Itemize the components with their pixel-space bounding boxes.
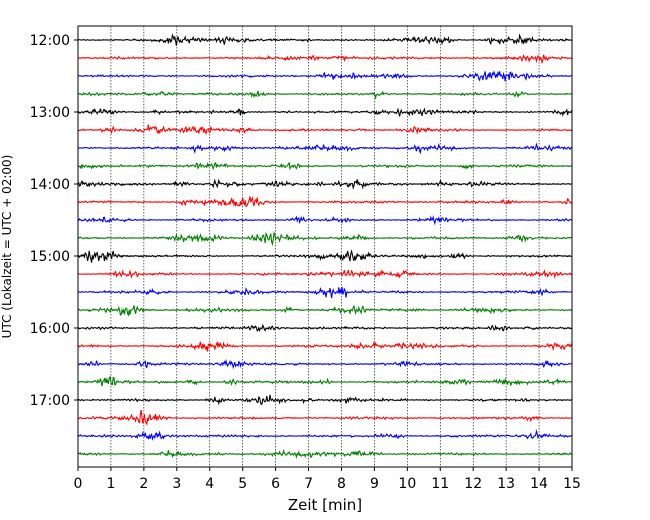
- seismic-trace: [77, 124, 572, 136]
- seismic-trace: [77, 409, 572, 426]
- seismic-traces: [77, 33, 573, 460]
- seismic-trace: [77, 249, 572, 263]
- y-tick-label: 13:00: [30, 105, 70, 121]
- seismic-trace: [77, 178, 572, 191]
- x-tick-label: 7: [304, 476, 313, 492]
- x-tick-label: 12: [464, 476, 482, 492]
- seismic-trace: [77, 107, 573, 117]
- y-tick-label: 14:00: [30, 177, 70, 193]
- y-tick-label: 17:00: [30, 393, 70, 409]
- x-tick-label: 15: [563, 476, 581, 492]
- x-tick-label: 6: [271, 476, 280, 492]
- y-axis-ticks: 12:00 13:00 14:00 15:00 16:00 17:00: [30, 33, 78, 409]
- seismic-trace: [77, 358, 572, 370]
- seismic-trace: [77, 215, 572, 226]
- grid-lines: [110, 26, 540, 467]
- x-axis-label: Zeit [min]: [288, 496, 362, 514]
- seismic-trace: [77, 394, 572, 406]
- x-tick-label: 1: [106, 476, 115, 492]
- seismic-trace: [77, 142, 572, 155]
- plot-frame: [77, 25, 573, 468]
- y-tick-label: 12:00: [30, 33, 70, 49]
- x-tick-label: 14: [530, 476, 548, 492]
- x-tick-label: 9: [370, 476, 379, 492]
- seismic-trace: [78, 90, 572, 100]
- x-tick-label: 10: [398, 476, 416, 492]
- seismic-trace: [77, 340, 573, 352]
- seismic-trace: [77, 286, 572, 299]
- x-tick-label: 4: [205, 476, 214, 492]
- seismic-trace: [77, 33, 572, 46]
- seismic-trace: [77, 429, 572, 442]
- seismic-trace: [77, 53, 572, 65]
- x-tick-label: 11: [431, 476, 449, 492]
- y-tick-label: 16:00: [30, 321, 70, 337]
- seismic-trace: [77, 323, 573, 333]
- seismic-trace: [77, 161, 572, 171]
- seismic-trace: [77, 448, 572, 460]
- y-tick-label: 15:00: [30, 249, 70, 265]
- seismic-trace: [77, 196, 573, 208]
- x-tick-label: 13: [497, 476, 515, 492]
- seismic-trace: [77, 304, 572, 317]
- y-axis-label: UTC (Lokalzeit = UTC + 02:00): [0, 155, 14, 339]
- x-tick-label: 5: [238, 476, 247, 492]
- seismic-trace: [77, 375, 572, 387]
- x-tick-label: 8: [337, 476, 346, 492]
- seismic-trace: [77, 269, 572, 279]
- seismic-trace: [77, 70, 572, 82]
- x-axis-ticks: 0 1 2 3 4 5 6 7 8 9 10 11 12 13 14 15: [74, 467, 581, 492]
- x-tick-label: 0: [74, 476, 83, 492]
- seismic-trace: [77, 230, 572, 247]
- x-tick-label: 2: [139, 476, 148, 492]
- x-tick-label: 3: [172, 476, 181, 492]
